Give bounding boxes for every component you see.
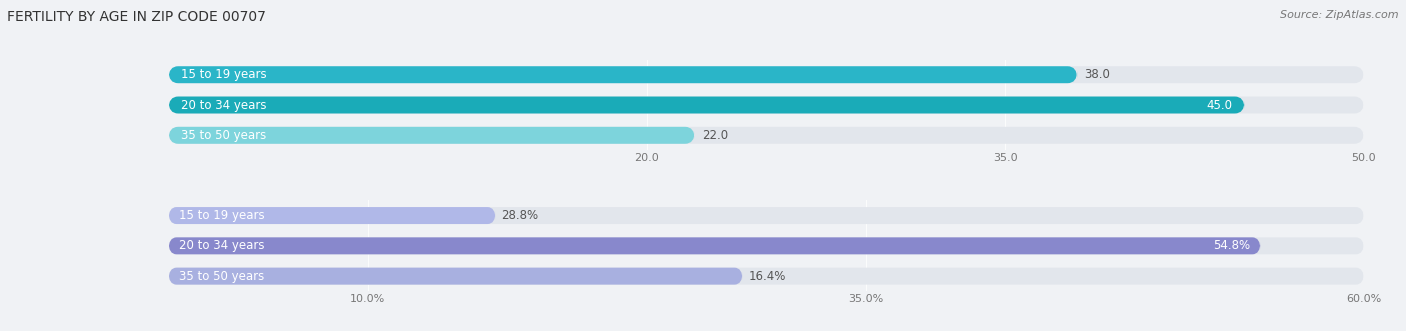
FancyBboxPatch shape — [169, 127, 1364, 144]
Text: 16.4%: 16.4% — [748, 270, 786, 283]
Text: 28.8%: 28.8% — [502, 209, 538, 222]
FancyBboxPatch shape — [169, 237, 1260, 254]
Text: 38.0: 38.0 — [1084, 68, 1111, 81]
Text: 15 to 19 years: 15 to 19 years — [180, 68, 266, 81]
FancyBboxPatch shape — [169, 127, 695, 144]
FancyBboxPatch shape — [169, 207, 495, 224]
FancyBboxPatch shape — [169, 66, 1077, 83]
Text: 22.0: 22.0 — [702, 129, 728, 142]
FancyBboxPatch shape — [169, 268, 1364, 285]
Text: Source: ZipAtlas.com: Source: ZipAtlas.com — [1281, 10, 1399, 20]
FancyBboxPatch shape — [169, 66, 1364, 83]
Text: 20 to 34 years: 20 to 34 years — [179, 239, 264, 252]
Text: 15 to 19 years: 15 to 19 years — [179, 209, 264, 222]
FancyBboxPatch shape — [169, 237, 1364, 254]
Text: 54.8%: 54.8% — [1213, 239, 1250, 252]
FancyBboxPatch shape — [169, 97, 1364, 114]
FancyBboxPatch shape — [169, 97, 1244, 114]
Text: FERTILITY BY AGE IN ZIP CODE 00707: FERTILITY BY AGE IN ZIP CODE 00707 — [7, 10, 266, 24]
Text: 20 to 34 years: 20 to 34 years — [180, 99, 266, 112]
Text: 35 to 50 years: 35 to 50 years — [180, 129, 266, 142]
Text: 35 to 50 years: 35 to 50 years — [179, 270, 264, 283]
FancyBboxPatch shape — [169, 207, 1364, 224]
FancyBboxPatch shape — [169, 268, 742, 285]
Text: 45.0: 45.0 — [1206, 99, 1232, 112]
